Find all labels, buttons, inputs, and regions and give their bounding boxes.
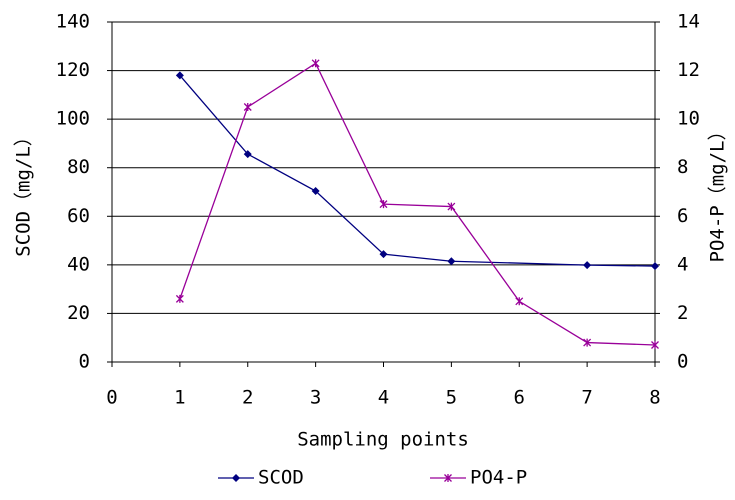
y-tick-label: 120 xyxy=(56,59,90,81)
marker xyxy=(379,250,388,259)
x-tick-label: 7 xyxy=(581,387,592,409)
y2-tick-label: 14 xyxy=(677,11,700,33)
legend-marker xyxy=(444,474,452,482)
y2-tick-label: 2 xyxy=(677,302,688,324)
marker xyxy=(515,297,524,306)
series-line xyxy=(179,62,656,346)
marker xyxy=(583,338,592,347)
y-tick-label: 140 xyxy=(56,11,90,33)
x-tick-label: 1 xyxy=(174,387,185,409)
y2-tick-label: 0 xyxy=(677,351,688,373)
y2-tick-label: 4 xyxy=(677,253,688,275)
x-tick-label: 8 xyxy=(649,387,660,409)
y-axis-title: SCOD（mg/L） xyxy=(13,127,35,257)
x-axis-title: Sampling points xyxy=(297,429,469,451)
y-tick-label: 20 xyxy=(67,302,90,324)
marker xyxy=(447,257,456,266)
y-tick-label: 100 xyxy=(56,108,90,130)
marker xyxy=(311,59,320,68)
marker xyxy=(311,187,320,196)
y2-tick-label: 6 xyxy=(677,205,688,227)
marker xyxy=(379,200,388,209)
legend-label: SCOD xyxy=(258,467,304,489)
x-tick-label: 3 xyxy=(310,387,321,409)
y2-tick-label: 12 xyxy=(677,59,700,81)
x-tick-label: 4 xyxy=(378,387,389,409)
x-tick-label: 0 xyxy=(106,387,117,409)
marker xyxy=(651,262,659,271)
y2-tick-label: 10 xyxy=(677,108,700,130)
x-tick-label: 2 xyxy=(242,387,253,409)
marker xyxy=(175,71,184,80)
marker xyxy=(651,341,659,349)
x-tick-label: 5 xyxy=(446,387,457,409)
legend-label: PO4-P xyxy=(470,467,527,489)
marker xyxy=(175,294,184,303)
marker xyxy=(243,150,252,159)
y2-tick-label: 8 xyxy=(677,156,688,178)
legend-marker xyxy=(232,474,240,482)
marker xyxy=(243,103,252,111)
marker xyxy=(447,202,456,211)
y-tick-label: 80 xyxy=(67,156,90,178)
marker xyxy=(583,261,592,270)
y-tick-label: 0 xyxy=(79,351,90,373)
x-tick-label: 6 xyxy=(514,387,525,409)
y-tick-label: 60 xyxy=(67,205,90,227)
y2-axis-title: PO4-P（mg/L） xyxy=(707,122,729,263)
y-tick-label: 40 xyxy=(67,253,90,275)
